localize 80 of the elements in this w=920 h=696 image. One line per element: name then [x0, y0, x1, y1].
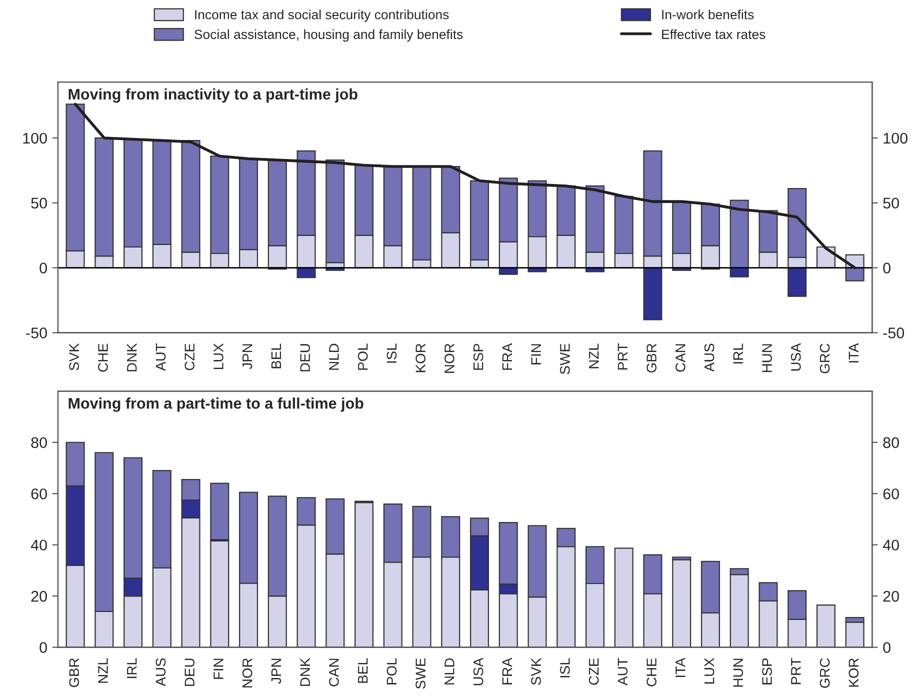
x-tick-label: IRL [733, 344, 743, 364]
x-tick-label: AUS [704, 344, 714, 372]
x-tick-label: SVK [531, 658, 541, 685]
x-tick-label: PRT [618, 343, 628, 370]
x-tick-label: KOR [848, 658, 859, 687]
legend-label: In-work benefits [662, 10, 754, 20]
x-tick-label: SWE [416, 658, 426, 689]
x-tick-label: HUN [733, 658, 744, 687]
x-tick-label: USA [473, 658, 484, 686]
x-tick-label: USA [790, 343, 801, 371]
x-tick-label: CAN [675, 344, 686, 372]
x-tick-label: HUN [762, 344, 772, 372]
x-tick-label: AUT [618, 658, 628, 686]
x-tick-label: BEL [358, 658, 368, 683]
x-tick-label: FRA [502, 343, 512, 370]
x-tick-label: CHE [98, 344, 108, 372]
y-tick-label: 50 [31, 198, 47, 209]
x-tick-label: GBR [646, 344, 656, 373]
y-tick-label: 100 [23, 132, 47, 144]
x-tick-label: POL [358, 344, 368, 370]
x-tick-label: AUT [156, 343, 166, 371]
x-tick-label: GBR [69, 658, 80, 688]
y-tick-label: 20 [31, 590, 47, 602]
y2-tick-label: 0 [883, 262, 890, 274]
x-tick-label: SWE [560, 344, 570, 374]
y2-tick-label: 50 [883, 198, 899, 209]
x-tick-label: NOR [242, 658, 252, 688]
x-tick-label: GRC [820, 344, 830, 374]
y2-tick-label: -50 [883, 328, 904, 338]
x-tick-label: LUX [704, 658, 714, 684]
y2-tick-label: 80 [883, 437, 899, 448]
x-tick-label: ITA [676, 658, 686, 677]
x-tick-label: POL [386, 658, 397, 684]
x-tick-label: PRT [791, 658, 801, 684]
x-tick-label: NZL [589, 344, 599, 368]
x-tick-label: DNK [300, 658, 310, 686]
x-tick-label: DNK [127, 343, 137, 372]
x-tick-label: FIN [214, 658, 224, 679]
x-tick-label: ESP [762, 658, 772, 684]
x-tick-label: JPN [271, 658, 282, 684]
x-tick-label: CZE [184, 344, 194, 370]
x-tick-label: IRL [127, 658, 137, 678]
y-tick-label: 60 [31, 488, 47, 500]
legend-label: Effective tax rates [662, 29, 766, 40]
x-tick-label: KOR [416, 344, 426, 372]
x-tick-label: GRC [820, 658, 830, 688]
x-tick-label: CHE [646, 658, 656, 686]
y-tick-label: -50 [26, 328, 47, 338]
x-tick-label: ESP [473, 344, 484, 370]
x-tick-label: SVK [69, 343, 80, 370]
x-tick-label: NLD [444, 658, 454, 684]
y-tick-label: 40 [30, 540, 47, 551]
chart-title: Moving from inactivity to a part-time job [68, 88, 358, 103]
x-tick-label: BEL [271, 344, 281, 368]
y2-tick-label: 60 [883, 488, 899, 500]
x-tick-label: ISL [386, 344, 397, 363]
x-tick-label: FIN [531, 344, 541, 364]
y-tick-label: 0 [40, 262, 47, 274]
y2-tick-label: 40 [882, 540, 899, 551]
chart-title: Moving from a part-time to a full-time job [68, 398, 364, 412]
x-tick-label: CZE [588, 658, 599, 685]
x-tick-label: NZL [98, 658, 108, 683]
x-tick-label: NLD [329, 344, 339, 370]
y2-tick-label: 100 [884, 132, 908, 144]
y-tick-label: 0 [40, 642, 47, 653]
x-tick-label: FRA [502, 658, 512, 684]
x-tick-label: AUS [156, 658, 166, 686]
y2-tick-label: 0 [883, 642, 890, 653]
y2-tick-label: 20 [883, 590, 899, 602]
x-tick-label: ITA [848, 343, 858, 362]
x-tick-label: NOR [444, 344, 454, 373]
x-tick-label: DEU [300, 344, 310, 372]
x-tick-label: LUX [214, 343, 224, 369]
x-tick-label: CAN [329, 658, 339, 686]
x-tick-label: JPN [242, 344, 252, 370]
x-tick-label: ISL [560, 658, 570, 678]
y-tick-label: 80 [31, 437, 47, 448]
legend-label: Social assistance, housing and family benefits [194, 29, 463, 42]
x-tick-label: DEU [184, 658, 194, 686]
legend-label: Income tax and social security contributions [195, 10, 449, 22]
